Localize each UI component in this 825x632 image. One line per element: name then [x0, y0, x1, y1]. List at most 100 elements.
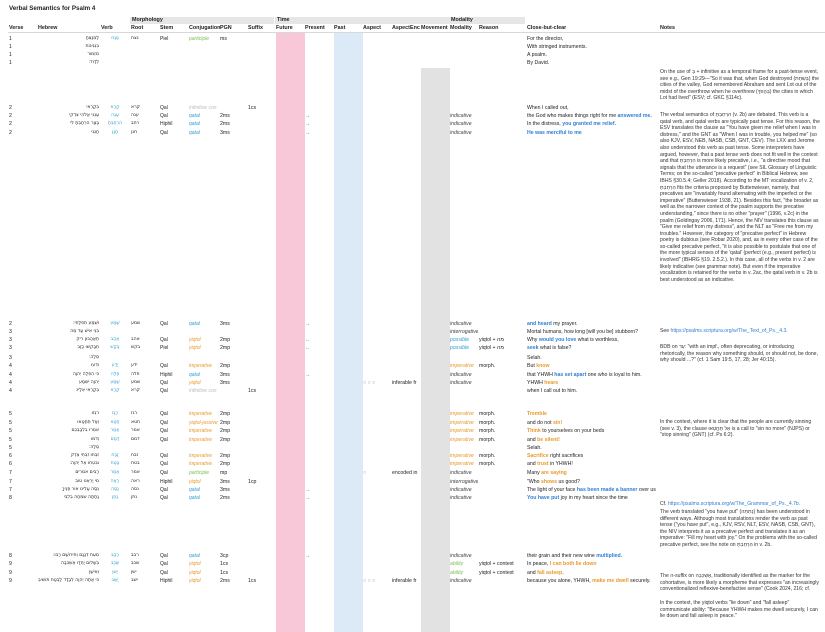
cell-stem[interactable]: Qal [160, 363, 168, 369]
table-row[interactable]: 4 וּדְעוּ יָדַע ידע Qal imperative 2mp imperati… [0, 362, 825, 370]
cell-close-but-clear[interactable]: A psalm. [527, 52, 547, 58]
cell-conjugation[interactable]: imperative [189, 461, 213, 467]
cell-modality[interactable]: indicative [450, 553, 472, 559]
cell-verb[interactable]: רָאָה [110, 479, 120, 484]
cell-pgn[interactable]: 2mp [220, 428, 231, 434]
cell-verse[interactable]: 3 [9, 337, 12, 343]
cell-conjugation[interactable]: imperative [189, 363, 213, 369]
header-root[interactable]: Root [131, 25, 144, 31]
cell-hebrew[interactable]: בְּשָׁלוֹם יַחְדָּו אֶשְׁכְּבָה [61, 561, 99, 566]
cell-close-but-clear[interactable]: Selah. [527, 355, 542, 361]
cell-stem[interactable]: Piel [160, 36, 169, 42]
cell-verb[interactable]: רָבַב [111, 553, 119, 558]
note-verse-9-suffix[interactable]: The ה-suffix on אֶשְׁכְּבָה, traditional… [660, 573, 819, 593]
cell-modality[interactable]: indicative [450, 380, 472, 386]
header-close-but-clear[interactable]: Close-but-clear [527, 25, 567, 31]
cell-verse[interactable]: 5 [9, 428, 12, 434]
cell-root[interactable]: שמע [131, 321, 141, 326]
cell-verse[interactable]: 2 [9, 321, 12, 327]
cell-stem[interactable]: Hiphil [160, 578, 173, 584]
cell-modality[interactable]: imperative [450, 453, 474, 459]
cell-pgn[interactable]: 2ms [220, 495, 230, 501]
cell-stem[interactable]: Hiphil [160, 121, 173, 127]
cell-close-but-clear[interactable]: and do not sin! [527, 419, 659, 427]
cell-hebrew[interactable]: חָנֵּנִי [91, 130, 99, 135]
cell-verse[interactable]: 1 [9, 36, 12, 42]
cell-verb[interactable]: דָּמַם [110, 437, 120, 442]
cell-modality[interactable]: ability [450, 561, 464, 567]
cell-verse[interactable]: 5 [9, 445, 12, 451]
cell-close-but-clear[interactable]: The light of your face has been made a b… [527, 486, 659, 494]
note-verse-2a[interactable]: On the use of בְּ + infinitive as a temp… [660, 69, 819, 102]
cell-conjugation[interactable]: infinitive con [189, 105, 217, 111]
note-verse-7[interactable]: Cf. https://psalms.scriptura.org/w/The_G… [660, 501, 820, 509]
cell-reason[interactable]: morph. [479, 363, 496, 369]
cell-verse[interactable]: 3 [9, 355, 12, 361]
table-row[interactable]: 3 תְּבַקְשׁוּ כָזָב בָּקַשׁ בקשׁ Piel yiqtol 2… [0, 344, 825, 352]
cell-verse[interactable]: 2 [9, 130, 12, 136]
cell-conjugation[interactable]: yiqtol [189, 479, 201, 485]
cell-hebrew[interactable]: רַבִּים אֹמְרִים [75, 470, 99, 475]
header-aspect-enc[interactable]: AspectEnc [392, 25, 420, 31]
cell-stem[interactable]: Qal [160, 130, 168, 136]
cell-pgn[interactable]: 1cs [220, 561, 229, 567]
table-row[interactable]: 2 וּשְׁמַע תְּפִלָּתִי׃ שָׁמַע שמע Qal qatal 3… [0, 320, 825, 328]
cell-present-arrow[interactable]: → [305, 113, 311, 119]
note-verse-3[interactable]: See https://psalms.scriptura.org/w/The_T… [660, 328, 820, 336]
cell-root[interactable]: קרא [131, 105, 140, 110]
cell-close-but-clear[interactable]: In the distress, you granted me relief. [527, 120, 659, 128]
cell-pgn[interactable]: 3ms [220, 479, 230, 485]
cell-stem[interactable]: Qal [160, 411, 168, 417]
cell-verse[interactable]: 2 [9, 113, 12, 119]
cell-conjugation[interactable]: qatal [189, 372, 200, 378]
cell-modality[interactable]: imperative [450, 437, 474, 443]
cell-pgn[interactable]: 2mp [220, 345, 231, 351]
cell-hebrew[interactable]: עֲנֵנִי אֱלֹהֵי צִדְקִי [69, 113, 99, 118]
cell-root[interactable]: רבב [131, 553, 139, 558]
note-verse-9-ability[interactable]: In the context, the yiqtol verbs "lie do… [660, 600, 818, 620]
cell-hebrew[interactable]: וְאִישָׁן [89, 570, 99, 575]
table-row[interactable]: 6 זִבְחוּ זִבְחֵי צֶדֶק זָבַח זבח Qal imperat… [0, 452, 825, 460]
cell-pgn[interactable]: 3ms [220, 130, 230, 136]
cell-stem[interactable]: Qal [160, 388, 168, 394]
cell-verb[interactable]: יָדַע [111, 363, 119, 368]
cell-modality[interactable]: imperative [450, 420, 474, 426]
cell-stem[interactable]: Qal [160, 321, 168, 327]
cell-close-but-clear[interactable]: Sacrifice right sacrifices [527, 452, 659, 460]
cell-aspect-encoding[interactable]: encoded in [392, 470, 418, 476]
cell-modality[interactable]: imperative [450, 461, 474, 467]
table-row[interactable]: 5 וְדֹמּוּ דָּמַם דמם Qal imperative 2mp impera… [0, 436, 825, 444]
cell-verse[interactable]: 6 [9, 453, 12, 459]
cell-conjugation[interactable]: qatal [189, 113, 200, 119]
cell-close-but-clear[interactable]: He was merciful to me [527, 129, 659, 137]
note-verse-3-bdb[interactable]: BDB on עַד: "with an impf., often deprec… [660, 344, 818, 364]
header-past[interactable]: Past [334, 25, 346, 31]
cell-verb[interactable]: נָתַן [111, 495, 119, 500]
cell-modality[interactable]: indicative [450, 487, 472, 493]
table-row[interactable]: 9 כִּי אַתָּה יְהוָה לְבָדָד לָבֶטַח תּוֹ… [0, 577, 825, 585]
header-hebrew[interactable]: Hebrew [38, 25, 58, 31]
cell-pgn[interactable]: 2mp [220, 363, 231, 369]
cell-aspect[interactable]: ○ ○ ○ [363, 380, 376, 386]
cell-stem[interactable]: Qal [160, 420, 168, 426]
cell-pgn[interactable]: 2mp [220, 337, 231, 343]
cell-root[interactable]: שמע [131, 380, 141, 385]
cell-root[interactable]: חנן [131, 130, 138, 135]
cell-pgn[interactable]: 3cp [220, 553, 229, 559]
header-modality[interactable]: Modality [450, 25, 472, 31]
cell-verb[interactable]: רָגַז [111, 411, 119, 416]
cell-stem[interactable]: Qal [160, 437, 168, 443]
cell-root[interactable]: ידע [131, 363, 138, 368]
cell-verb[interactable]: חָנַן [111, 130, 119, 135]
cell-close-but-clear[interactable]: Selah. [527, 445, 542, 451]
table-row[interactable]: 5 וְאַל תֶּחֱטָאוּ חָטָא חטא Qal yiqtol-jussi… [0, 419, 825, 427]
cell-pgn[interactable]: 3ms [220, 372, 230, 378]
cell-present-arrow[interactable]: → [305, 487, 311, 493]
table-row[interactable]: 7 מִי יַרְאֵנוּ טוֹב רָאָה ראה Hiphil yiqtol 3… [0, 478, 825, 486]
cell-verb[interactable]: זָבַח [111, 453, 119, 458]
cell-root[interactable]: שכב [131, 561, 140, 566]
table-row[interactable]: 9 בְּשָׁלוֹם יַחְדָּו אֶשְׁכְּבָה שָׁכַב שכ… [0, 560, 825, 568]
cell-present-arrow[interactable]: → [305, 495, 311, 501]
cell-pgn[interactable]: 2mp [220, 437, 231, 443]
cell-aspect-encoding[interactable]: inferable fr [392, 578, 417, 584]
